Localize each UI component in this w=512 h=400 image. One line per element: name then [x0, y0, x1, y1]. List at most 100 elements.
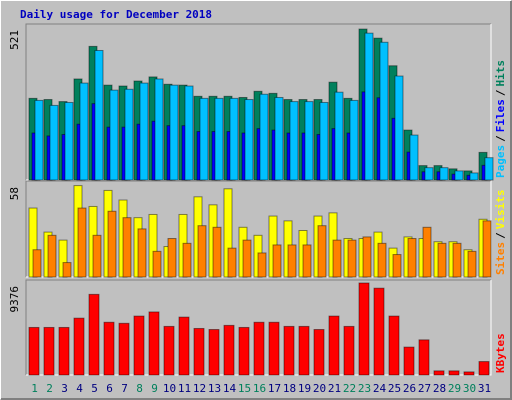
- x-tick-label: 30: [463, 382, 476, 395]
- bar: [332, 239, 342, 278]
- bar: [439, 167, 449, 181]
- bar: [334, 91, 344, 181]
- x-tick-label: 7: [121, 382, 128, 395]
- legend-separator: /: [494, 89, 507, 96]
- x-tick-label: 5: [91, 382, 98, 395]
- bar: [43, 326, 55, 376]
- bar: [107, 210, 117, 278]
- x-tick-label: 4: [76, 382, 83, 395]
- legend-separator: /: [494, 232, 507, 239]
- bar: [197, 225, 207, 278]
- bar: [137, 228, 147, 278]
- x-tick-label: 20: [313, 382, 326, 395]
- bar: [343, 325, 355, 376]
- x-tick-label: 23: [358, 382, 371, 395]
- bar: [347, 239, 357, 278]
- bar: [328, 315, 340, 376]
- bar: [379, 41, 389, 181]
- y-tick-label: 521: [8, 30, 21, 50]
- bar: [154, 78, 164, 181]
- legend: Sites / Visits: [494, 190, 507, 276]
- bar: [32, 249, 42, 278]
- x-tick-label: 2: [46, 382, 53, 395]
- bar: [47, 234, 57, 278]
- x-tick-label: 16: [253, 382, 266, 395]
- x-tick-label: 1: [31, 382, 38, 395]
- x-tick-label: 11: [178, 382, 191, 395]
- bar: [62, 262, 72, 278]
- bar: [392, 254, 402, 278]
- bar: [242, 239, 252, 278]
- bar: [79, 82, 89, 181]
- x-tick-label: 29: [448, 382, 461, 395]
- bar: [124, 88, 134, 181]
- bar: [163, 325, 175, 376]
- bar: [437, 242, 447, 278]
- bar: [253, 321, 265, 376]
- legend-entry: KBytes: [494, 333, 507, 373]
- bar: [148, 311, 160, 376]
- panel-bevel: [25, 23, 491, 180]
- bar: [199, 97, 209, 181]
- bar: [313, 329, 325, 376]
- bar: [394, 75, 404, 181]
- bar: [118, 322, 130, 376]
- bar: [418, 339, 430, 376]
- bar: [92, 234, 102, 278]
- x-tick-label: 21: [328, 382, 341, 395]
- legend-separator: /: [494, 135, 507, 142]
- x-tick-label: 3: [61, 382, 68, 395]
- legend-entry: Files: [494, 99, 507, 132]
- legend: KBytes: [494, 333, 507, 373]
- x-tick-label: 8: [136, 382, 143, 395]
- bar: [272, 244, 282, 278]
- bar: [422, 226, 432, 278]
- bar: [364, 32, 374, 181]
- bar: [349, 99, 359, 181]
- bar: [208, 329, 220, 376]
- bar: [403, 346, 415, 376]
- bar: [268, 321, 280, 376]
- x-tick-label: 22: [343, 382, 356, 395]
- bar: [407, 238, 417, 278]
- x-tick-label: 17: [268, 382, 281, 395]
- legend-entry: Sites: [494, 242, 507, 275]
- bar: [373, 287, 385, 376]
- x-tick-label: 6: [106, 382, 113, 395]
- legend-entry: Visits: [494, 190, 507, 230]
- bar: [454, 170, 464, 181]
- bar: [88, 293, 100, 376]
- x-tick-label: 25: [388, 382, 401, 395]
- x-tick-label: 10: [163, 382, 176, 395]
- panel-bevel: [25, 279, 491, 375]
- bar: [484, 157, 494, 181]
- bar: [274, 96, 284, 181]
- bar: [433, 370, 445, 376]
- bar: [73, 317, 85, 376]
- bar: [452, 242, 462, 278]
- bar: [58, 326, 70, 376]
- bar: [424, 167, 434, 181]
- x-tick-label: 19: [298, 382, 311, 395]
- bar: [362, 236, 372, 278]
- bar: [214, 97, 224, 181]
- bar: [227, 247, 237, 278]
- bar: [482, 220, 492, 278]
- bar: [139, 82, 149, 181]
- y-tick-label: 58: [8, 187, 21, 200]
- bar: [34, 99, 44, 181]
- bar: [229, 97, 239, 181]
- bar: [289, 101, 299, 181]
- x-tick-label: 9: [151, 382, 158, 395]
- bar: [304, 101, 314, 181]
- bar: [467, 250, 477, 278]
- x-tick-label: 26: [403, 382, 416, 395]
- chart-title: Daily usage for December 2018: [20, 8, 212, 21]
- bar: [77, 207, 87, 278]
- bar: [182, 242, 192, 278]
- panel-bevel: [25, 180, 491, 277]
- x-tick-label: 31: [478, 382, 491, 395]
- bar: [358, 282, 370, 376]
- legend: Pages / Files / Hits: [494, 60, 507, 178]
